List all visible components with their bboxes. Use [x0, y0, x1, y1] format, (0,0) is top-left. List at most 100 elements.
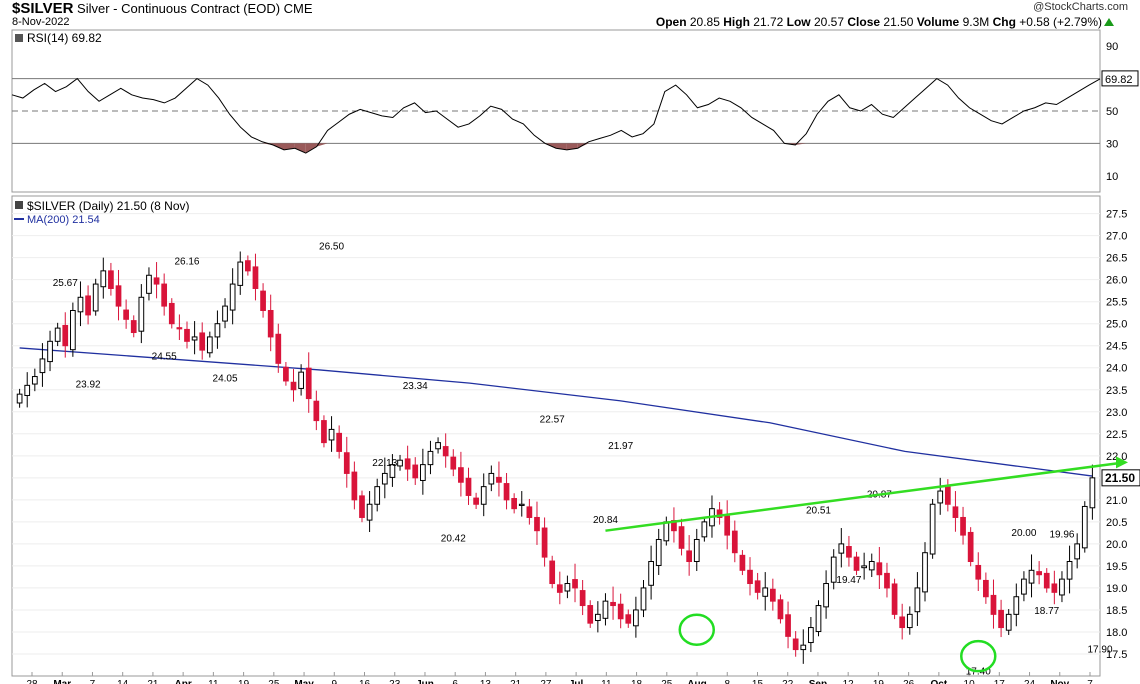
chg-value: +0.58 (+2.79%)	[1019, 15, 1102, 29]
last-price-tag	[1101, 469, 1140, 487]
x-tick-label: 14	[117, 679, 129, 684]
rsi-y-tick-label: 30	[1106, 138, 1118, 150]
price-low-annotation: 17.90	[1087, 644, 1112, 655]
candle-body	[465, 477, 472, 496]
candle-body	[747, 569, 753, 585]
candle-body	[549, 560, 556, 585]
x-tick-label: 12	[843, 679, 855, 684]
price-low-annotation: 20.42	[441, 533, 466, 544]
candle-body	[914, 587, 921, 613]
candle-body	[435, 442, 441, 450]
candle-body	[625, 614, 632, 624]
candle-body	[427, 450, 434, 466]
candle-body	[594, 613, 601, 622]
candle-body	[640, 587, 647, 611]
up-arrow-icon	[1104, 18, 1114, 26]
candle-body	[868, 561, 875, 571]
rsi-oversold-fill	[316, 143, 328, 147]
candle-body	[252, 266, 259, 289]
open-label: Open	[655, 15, 687, 29]
price-y-tick-label: 26.0	[1106, 275, 1127, 287]
low-highlight-circle	[678, 613, 716, 647]
ma-legend-text: MA(200) 21.54	[27, 214, 100, 226]
rsi-legend-icon	[15, 34, 23, 42]
price-y-tick-label: 23.0	[1106, 407, 1127, 419]
x-tick-label: Jun	[416, 679, 434, 684]
candle-body	[39, 358, 46, 374]
price-y-tick-label: 24.0	[1106, 363, 1127, 375]
candle-body	[85, 295, 91, 316]
price-y-tick-label: 17.5	[1106, 649, 1127, 661]
candle-body	[876, 562, 883, 576]
price-high-annotation: 25.67	[53, 278, 78, 289]
candle-body	[777, 599, 784, 620]
price-y-tick-label: 20.0	[1106, 539, 1127, 551]
candle-body	[488, 472, 495, 485]
candle-body	[54, 327, 61, 342]
price-panel-frame	[11, 195, 1101, 677]
candle-body	[884, 572, 890, 589]
x-tick-label: Oct	[931, 679, 948, 684]
candle-body	[1028, 569, 1035, 584]
candle-body	[754, 580, 761, 593]
x-tick-label: 19	[873, 679, 885, 684]
candle-body	[967, 531, 974, 563]
price-low-annotation: 18.77	[1034, 606, 1059, 617]
candle-body	[739, 554, 746, 571]
candle-body	[1021, 578, 1027, 595]
candle-body	[397, 459, 403, 467]
candle-body	[161, 283, 168, 307]
rsi-layer: 103050709069.82	[11, 41, 1139, 183]
candle-body	[678, 526, 685, 549]
trendline	[605, 461, 1121, 532]
price-legend: $SILVER (Daily) 21.50 (8 Nov) MA(200) 21…	[14, 199, 190, 226]
candle-body	[267, 309, 274, 338]
x-tick-label: 28	[26, 679, 38, 684]
price-y-tick-label: 18.5	[1106, 605, 1127, 617]
candle-body	[1074, 543, 1081, 560]
candle-body	[899, 616, 906, 629]
candle-body	[633, 609, 639, 627]
price-y-tick-label: 21.0	[1106, 495, 1127, 507]
price-y-tick-label: 19.0	[1106, 583, 1127, 595]
rsi-oversold-fill	[294, 143, 306, 154]
candle-body	[518, 503, 525, 506]
candle-body	[617, 603, 624, 620]
x-tick-label: Nov	[1050, 679, 1069, 684]
rsi-last-value-label: 69.82	[1105, 74, 1133, 86]
volume-label: Volume	[916, 15, 960, 29]
candle-body	[123, 309, 129, 320]
candle-body	[16, 393, 23, 404]
candle-body	[724, 515, 731, 536]
candle-body	[937, 490, 944, 504]
candle-body	[374, 486, 381, 505]
x-tick-label: Aug	[687, 679, 706, 684]
candle-body	[366, 503, 373, 521]
candle-body	[298, 371, 304, 389]
candle-body	[260, 290, 266, 311]
candle-body	[1089, 477, 1096, 509]
candle-body	[92, 283, 99, 312]
x-tick-label: May	[294, 679, 314, 684]
rsi-oversold-fill	[305, 143, 317, 154]
x-tick-label: 7	[90, 679, 96, 684]
candle-body	[77, 296, 84, 313]
last-price-label: 21.50	[1105, 471, 1135, 485]
rsi-oversold-fill	[795, 143, 807, 146]
x-tick-label: 10	[964, 679, 976, 684]
x-tick-label: Jul	[569, 679, 584, 684]
candle-body	[534, 516, 540, 532]
x-tick-label: Sep	[809, 679, 827, 684]
low-highlight-circle	[960, 639, 997, 673]
candle-body	[769, 588, 776, 602]
price-high-annotation: 22.57	[540, 415, 565, 426]
brand-link[interactable]: @StockCharts.com	[1033, 1, 1128, 13]
price-y-tick-label: 20.5	[1106, 517, 1127, 529]
candle-body	[146, 274, 152, 294]
candle-body	[648, 561, 654, 586]
candle-body	[511, 498, 518, 510]
ohlc-summary: Open 20.85 High 21.72 Low 20.57 Close 21…	[656, 15, 1102, 29]
candle-body	[389, 464, 396, 478]
exchange: CME	[283, 1, 313, 16]
